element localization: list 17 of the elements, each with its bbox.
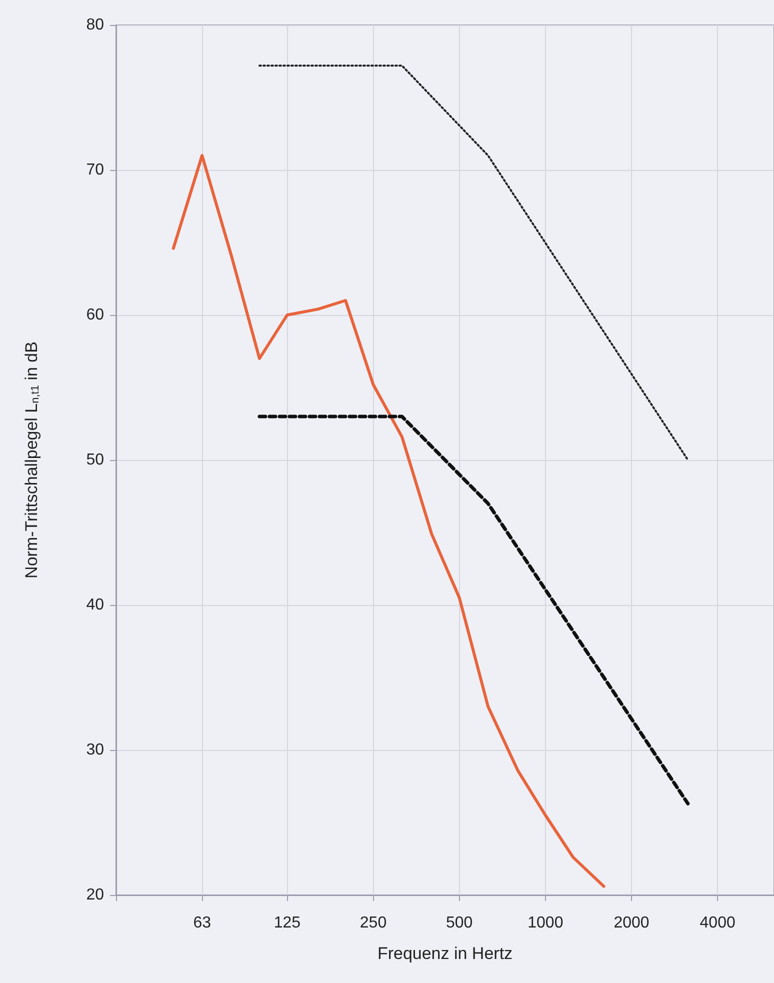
x-tick-label: 125 bbox=[274, 914, 301, 932]
x-axis-title: Frequenz in Hertz bbox=[377, 944, 513, 963]
y-tick-label: 40 bbox=[86, 596, 104, 614]
line-series bbox=[172, 154, 606, 888]
y-tick-label: 60 bbox=[86, 306, 104, 324]
y-tick-label: 70 bbox=[86, 162, 104, 178]
y-tick-label: 30 bbox=[86, 742, 104, 758]
x-tick-label: 500 bbox=[446, 914, 473, 932]
y-tick-label: 80 bbox=[86, 16, 104, 34]
y-tick-label: 50 bbox=[86, 452, 104, 468]
y-tick-label: 20 bbox=[86, 886, 104, 904]
x-tick-label: 2000 bbox=[614, 914, 650, 932]
x-tick-label: 63 bbox=[193, 914, 212, 932]
x-tick-label: 1000 bbox=[528, 914, 564, 932]
y-axis-title: Norm-Trittschallpegel Ln,t1 in dB bbox=[22, 342, 42, 578]
x-tick-label: 4000 bbox=[700, 914, 736, 932]
x-tick-label: 250 bbox=[360, 914, 387, 932]
